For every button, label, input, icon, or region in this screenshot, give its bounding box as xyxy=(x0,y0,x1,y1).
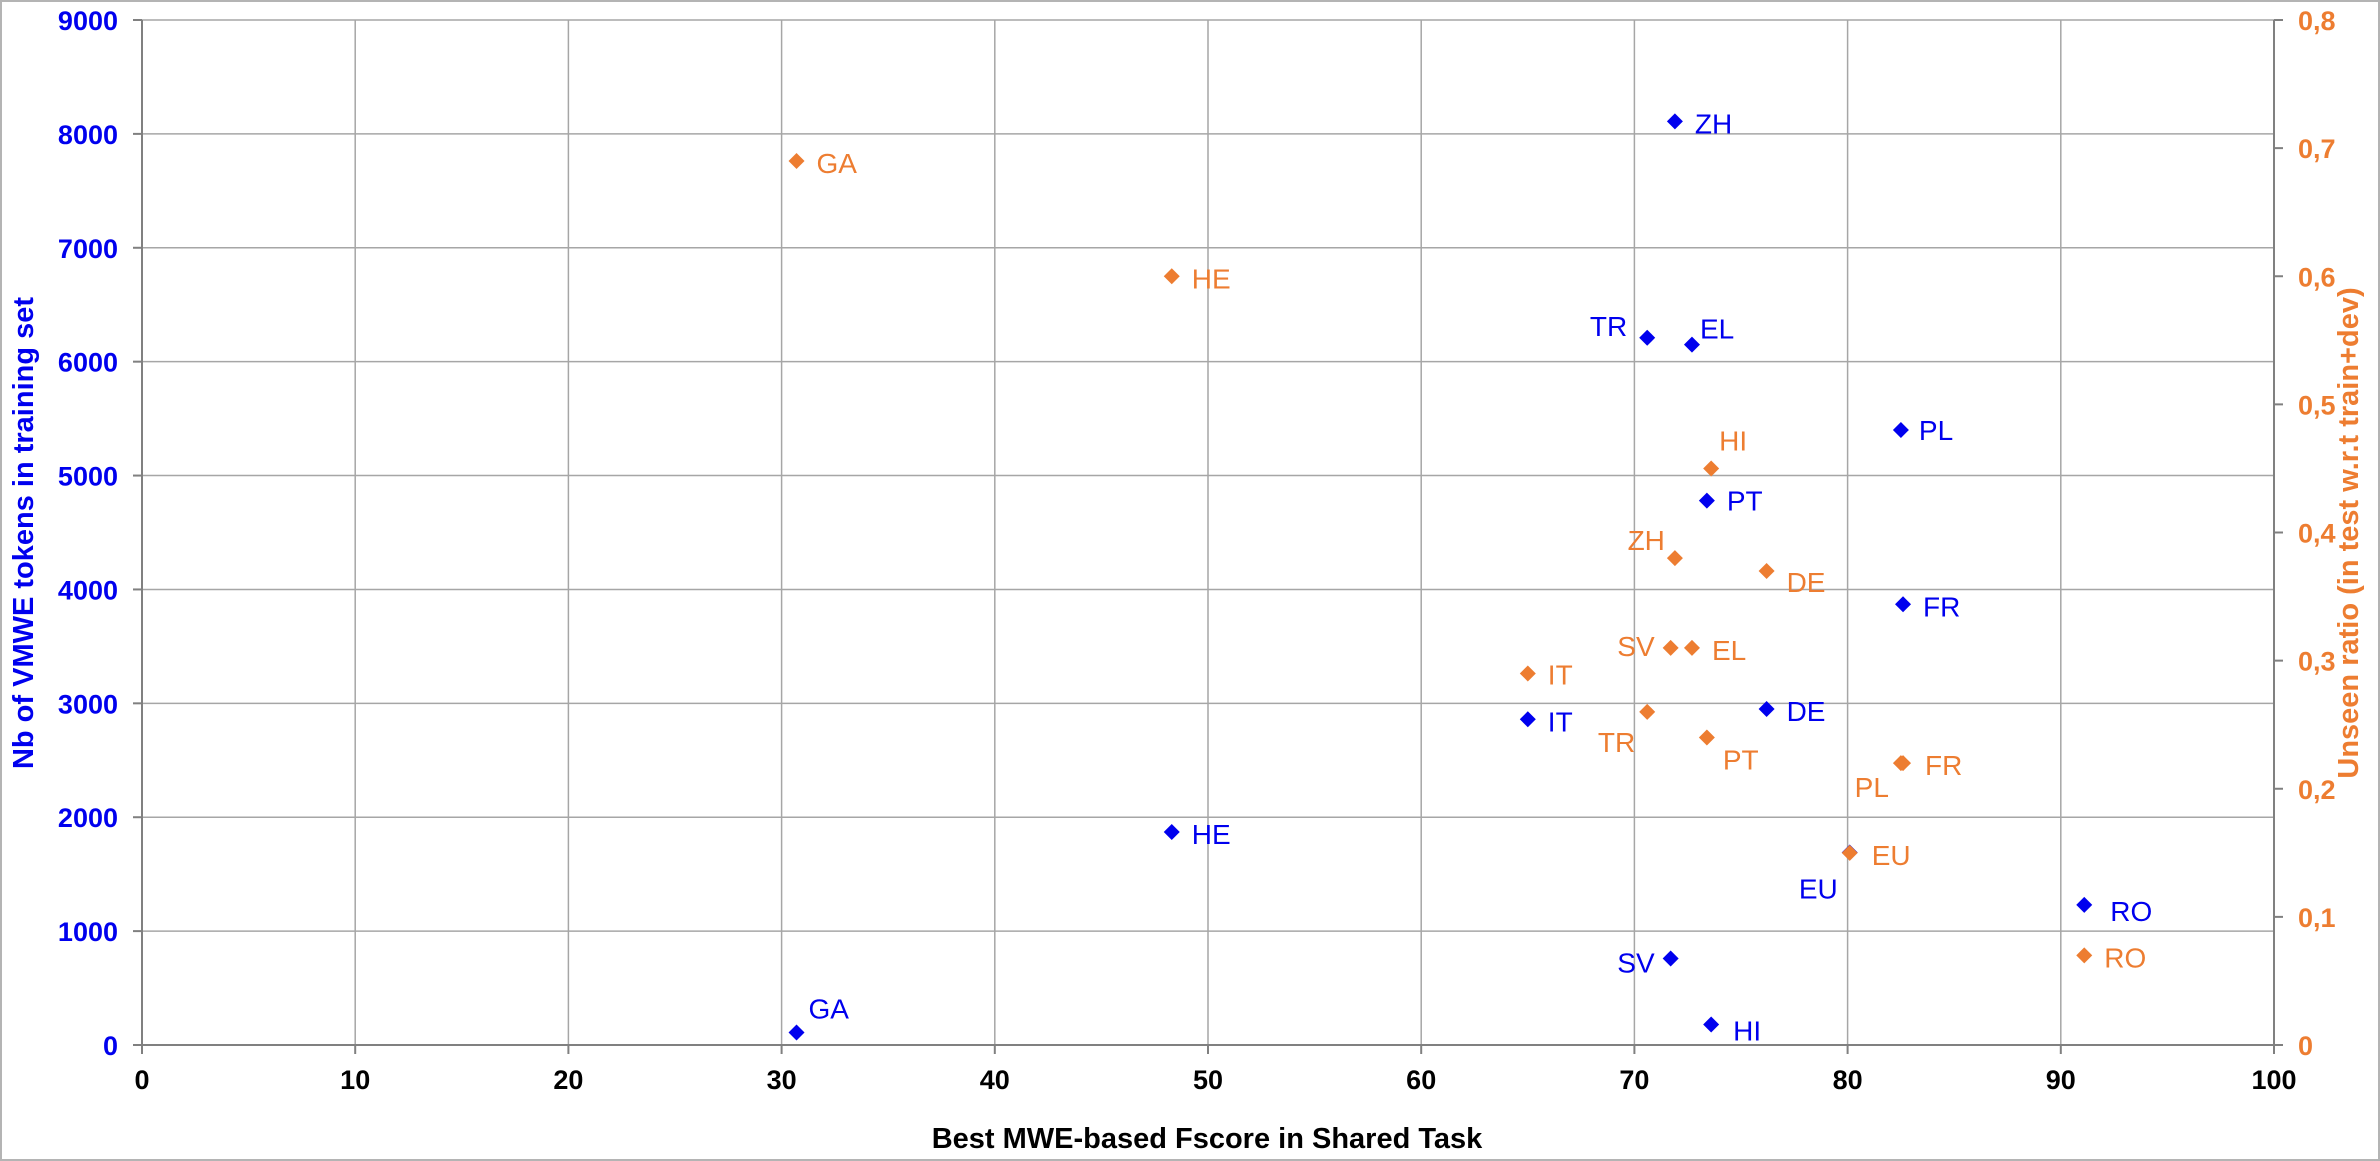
vmwe-tokens-point-fr xyxy=(1895,596,1912,613)
unseen-ratio-label-ga: GA xyxy=(817,148,858,179)
unseen-ratio-point-tr xyxy=(1639,703,1656,720)
left-y-tick-label: 5000 xyxy=(58,462,118,492)
unseen-ratio-point-fr xyxy=(1895,755,1912,772)
unseen-ratio-point-zh xyxy=(1666,550,1683,567)
left-y-tick-label: 9000 xyxy=(58,6,118,36)
x-tick-label: 100 xyxy=(2251,1065,2296,1095)
x-tick-label: 20 xyxy=(553,1065,583,1095)
vmwe-tokens-label-el: EL xyxy=(1700,314,1734,345)
right-y-tick-label: 0,8 xyxy=(2298,6,2336,36)
unseen-ratio-label-ro: RO xyxy=(2104,942,2146,973)
vmwe-tokens-label-ga: GA xyxy=(809,993,850,1024)
unseen-ratio-point-it xyxy=(1519,665,1536,682)
vmwe-tokens-label-ro: RO xyxy=(2110,896,2152,927)
unseen-ratio-point-he xyxy=(1163,268,1180,285)
unseen-ratio-label-de: DE xyxy=(1787,567,1826,598)
vmwe-tokens-point-pl xyxy=(1892,422,1909,438)
left-y-tick-label: 0 xyxy=(103,1031,118,1061)
vmwe-tokens-label-de: DE xyxy=(1787,696,1826,727)
vmwe-tokens-point-ro xyxy=(2076,896,2093,913)
left-y-axis-title: Nb of VMWE tokens in training set xyxy=(8,297,40,769)
axes xyxy=(133,19,2283,1054)
x-tick-label: 40 xyxy=(980,1065,1010,1095)
x-tick-label: 30 xyxy=(767,1065,797,1095)
unseen-ratio-label-it: IT xyxy=(1548,659,1573,690)
unseen-ratio-point-sv xyxy=(1662,639,1679,656)
right-y-tick-label: 0,5 xyxy=(2298,390,2336,420)
data-points: ZH TR EL PL PT FR DE IT HE EU RO SV HI GA GA HE HI ZH DE SV… xyxy=(788,108,2152,1047)
vmwe-tokens-label-zh: ZH xyxy=(1695,108,1732,139)
vmwe-tokens-point-pt xyxy=(1698,492,1715,509)
left-y-tick-label: 6000 xyxy=(58,348,118,378)
unseen-ratio-label-fr: FR xyxy=(1925,750,1962,781)
x-tick-label: 70 xyxy=(1619,1065,1649,1095)
unseen-ratio-point-eu xyxy=(1841,844,1858,861)
unseen-ratio-label-sv: SV xyxy=(1617,631,1655,662)
right-y-tick-label: 0,2 xyxy=(2298,775,2336,805)
unseen-ratio-label-zh: ZH xyxy=(1628,525,1665,556)
x-tick-label: 90 xyxy=(2046,1065,2076,1095)
unseen-ratio-label-eu: EU xyxy=(1872,840,1911,871)
x-tick-label: 0 xyxy=(134,1065,149,1095)
vmwe-tokens-point-hi xyxy=(1703,1016,1720,1033)
left-y-tick-label: 4000 xyxy=(58,575,118,605)
vmwe-tokens-label-eu: EU xyxy=(1799,874,1838,905)
vmwe-tokens-label-pl: PL xyxy=(1919,415,1953,446)
right-y-tick-label: 0,3 xyxy=(2298,647,2336,677)
vmwe-tokens-point-he xyxy=(1163,824,1180,841)
vmwe-tokens-point-ga xyxy=(788,1024,805,1041)
x-axis-title: Best MWE-based Fscore in Shared Task xyxy=(932,1123,1483,1155)
vmwe-tokens-label-pt: PT xyxy=(1727,486,1763,517)
unseen-ratio-point-ga xyxy=(788,152,805,169)
unseen-ratio-label-hi: HI xyxy=(1719,425,1747,456)
vmwe-tokens-label-sv: SV xyxy=(1617,947,1655,978)
x-tick-label: 50 xyxy=(1193,1065,1223,1095)
vmwe-tokens-point-it xyxy=(1519,711,1536,728)
vmwe-tokens-point-de xyxy=(1758,701,1775,718)
x-tick-label: 60 xyxy=(1406,1065,1436,1095)
axis-titles: Best MWE-based Fscore in Shared Task Nb … xyxy=(8,287,2365,1155)
vmwe-tokens-label-fr: FR xyxy=(1923,591,1960,622)
vmwe-tokens-point-el xyxy=(1683,336,1700,353)
vmwe-tokens-label-he: HE xyxy=(1192,819,1231,850)
vmwe-tokens-point-zh xyxy=(1666,113,1683,130)
vmwe-tokens-label-it: IT xyxy=(1548,706,1573,737)
right-y-axis-title: Unseen ratio (in test w.r.t train+dev) xyxy=(2333,287,2365,778)
right-y-tick-label: 0,7 xyxy=(2298,134,2336,164)
unseen-ratio-label-el: EL xyxy=(1712,635,1746,666)
unseen-ratio-point-hi xyxy=(1703,460,1720,477)
right-y-tick-label: 0 xyxy=(2298,1031,2313,1061)
unseen-ratio-label-pt: PT xyxy=(1723,745,1759,776)
unseen-ratio-label-pl: PL xyxy=(1855,772,1889,803)
vmwe-tokens-point-tr xyxy=(1639,329,1656,346)
unseen-ratio-point-el xyxy=(1683,639,1700,656)
x-tick-label: 10 xyxy=(340,1065,370,1095)
vmwe-tokens-label-hi: HI xyxy=(1733,1016,1761,1047)
unseen-ratio-point-de xyxy=(1758,562,1775,579)
left-y-tick-label: 8000 xyxy=(58,120,118,150)
x-tick-label: 80 xyxy=(1833,1065,1863,1095)
right-y-tick-label: 0,4 xyxy=(2298,519,2336,549)
left-y-tick-label: 7000 xyxy=(58,234,118,264)
left-y-tick-label: 3000 xyxy=(58,689,118,719)
right-y-tick-label: 0,6 xyxy=(2298,262,2336,292)
vmwe-tokens-point-sv xyxy=(1662,950,1679,967)
unseen-ratio-label-tr: TR xyxy=(1598,727,1635,758)
unseen-ratio-label-he: HE xyxy=(1192,263,1231,294)
left-y-tick-label: 1000 xyxy=(58,917,118,947)
unseen-ratio-point-ro xyxy=(2076,947,2093,964)
unseen-ratio-point-pt xyxy=(1698,729,1715,746)
left-y-tick-label: 2000 xyxy=(58,803,118,833)
vmwe-tokens-label-tr: TR xyxy=(1590,311,1627,342)
tick-labels: 0 10 20 30 40 50 60 70 80 90 100010002000300040005… xyxy=(58,6,2336,1095)
right-y-tick-label: 0,1 xyxy=(2298,903,2336,933)
